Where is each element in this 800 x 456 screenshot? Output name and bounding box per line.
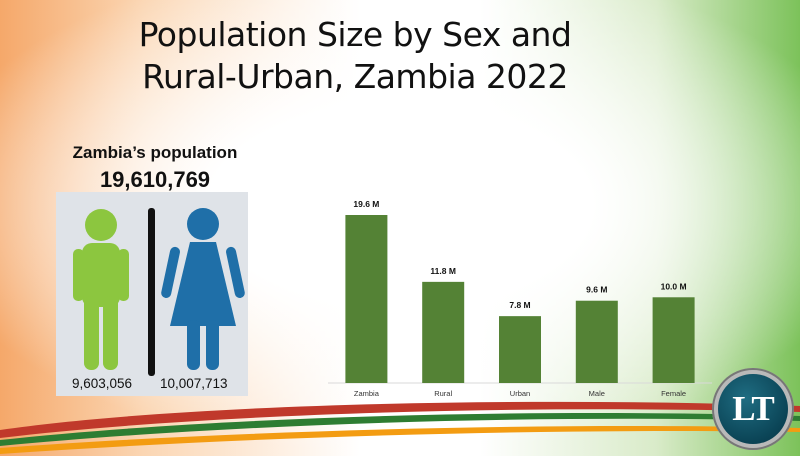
sex-divider (148, 208, 155, 376)
data-label-zambia: 19.6 M (353, 199, 379, 209)
tick-label-rural: Rural (434, 389, 452, 398)
data-label-rural: 11.8 M (430, 266, 456, 276)
logo-text: LT (718, 374, 788, 444)
tick-label-female: Female (661, 389, 686, 398)
female-count: 10,007,713 (160, 376, 228, 391)
decorative-swoosh (0, 401, 800, 454)
population-total: 19,610,769 (99, 167, 211, 192)
bar-rural (422, 281, 465, 383)
bar-male (575, 300, 618, 383)
population-bar-chart: 19.6 M Zambia 11.8 M Rural 7.8 M Urban 9.6 M Ma… (328, 199, 712, 398)
bar-zambia (345, 215, 388, 383)
data-label-urban: 7.8 M (509, 300, 530, 310)
tick-label-male: Male (589, 389, 605, 398)
bar-female (652, 297, 695, 383)
population-label: Zambia’s population (72, 143, 238, 162)
tick-label-urban: Urban (510, 389, 530, 398)
people-figures (73, 208, 245, 370)
lusaka-times-logo: LT (712, 368, 794, 450)
male-icon (73, 209, 129, 370)
female-icon (161, 208, 245, 370)
slide-title: Population Size by Sex and Rural-Urban, … (120, 14, 590, 98)
data-label-female: 10.0 M (661, 281, 687, 291)
bar-urban (499, 316, 541, 383)
male-count: 9,603,056 (72, 376, 133, 391)
data-label-male: 9.6 M (586, 285, 607, 295)
title-line-2: Rural-Urban, Zambia 2022 (142, 57, 568, 96)
tick-label-zambia: Zambia (354, 389, 380, 398)
sex-infographic: 9,603,056 10,007,713 (56, 192, 248, 396)
title-line-1: Population Size by Sex and (138, 15, 572, 54)
